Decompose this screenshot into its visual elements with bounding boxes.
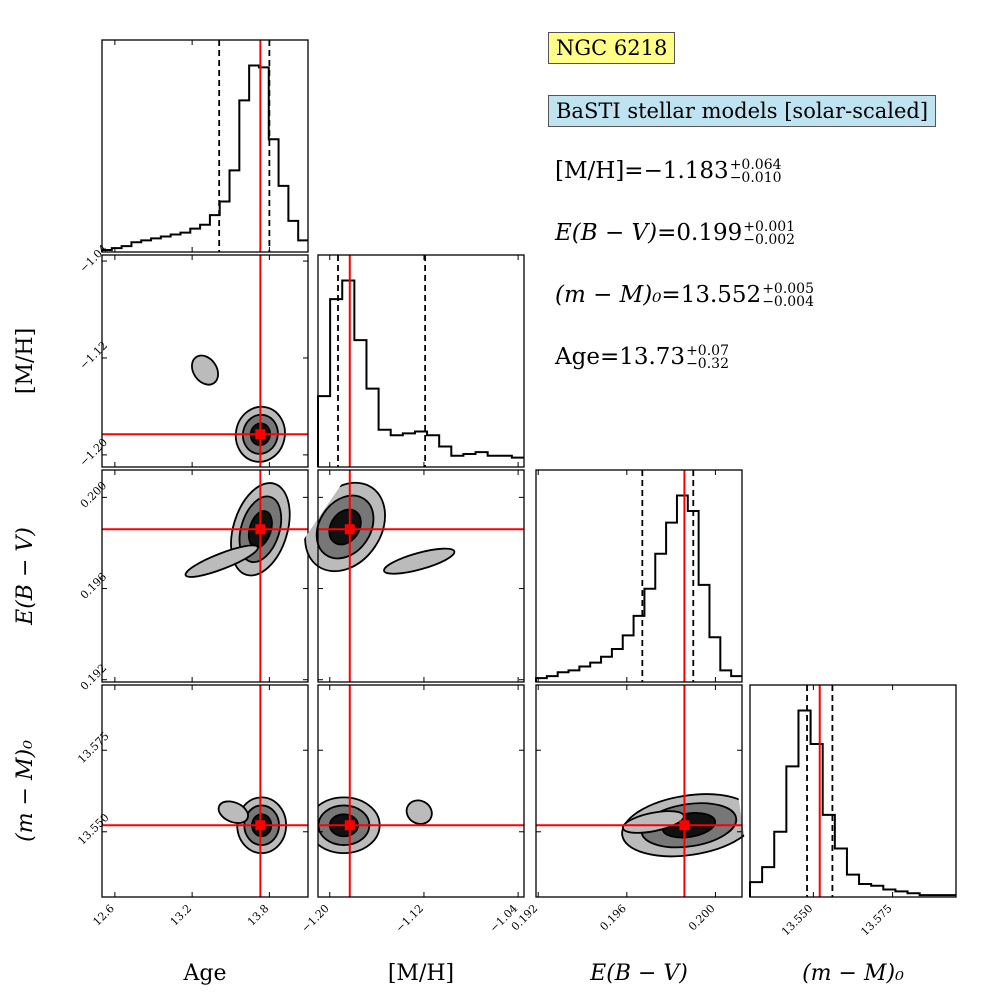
histogram-line bbox=[317, 279, 524, 467]
panel-frame bbox=[101, 254, 309, 468]
x-tick-label: −1.20 bbox=[299, 902, 332, 935]
stat-value: 13.73 bbox=[619, 344, 686, 370]
panel-frame bbox=[317, 469, 525, 683]
stat-name: (m − M)₀= bbox=[555, 282, 681, 308]
best-fit-marker bbox=[255, 429, 266, 440]
stat-metallicity: [M/H]=−1.183 +0.064 −0.010 bbox=[555, 158, 782, 185]
x-tick-label: 0.200 bbox=[686, 902, 717, 933]
stat-value: 0.199 bbox=[676, 220, 743, 246]
histogram-line bbox=[101, 64, 308, 252]
stat-name: Age= bbox=[555, 344, 620, 370]
contour-level bbox=[405, 799, 433, 825]
panel-frame bbox=[317, 254, 525, 468]
y-tick-label: −1.20 bbox=[77, 436, 110, 469]
stat-value: 13.552 bbox=[680, 282, 762, 308]
stat-age: Age=13.73 +0.07 −0.32 bbox=[555, 344, 729, 371]
x-tick-label: 13.575 bbox=[858, 902, 894, 938]
best-fit-marker bbox=[344, 524, 355, 535]
y-tick-label: 0.192 bbox=[78, 662, 109, 693]
stat-minus: −0.002 bbox=[743, 232, 796, 248]
stat-minus: −0.004 bbox=[762, 294, 814, 310]
panel-frame bbox=[535, 469, 743, 683]
stat-minus: −0.010 bbox=[729, 170, 782, 186]
best-fit-marker bbox=[679, 820, 690, 831]
y-axis-label: E(B − V) bbox=[13, 527, 38, 626]
histogram-line bbox=[749, 709, 956, 897]
x-axis-label: [M/H] bbox=[388, 961, 454, 986]
y-axis-label: [M/H] bbox=[13, 328, 38, 394]
stat-minus: −0.32 bbox=[686, 356, 729, 372]
contour-level bbox=[383, 547, 456, 575]
best-fit-marker bbox=[255, 820, 266, 831]
panel-frame bbox=[317, 684, 525, 898]
y-tick-label: 13.575 bbox=[75, 730, 111, 766]
x-axis-label: E(B − V) bbox=[589, 961, 688, 986]
stat-plus: +0.07 bbox=[686, 343, 729, 359]
panel-frame bbox=[749, 684, 957, 898]
stat-value: −1.183 bbox=[643, 158, 729, 184]
contour-level bbox=[184, 544, 259, 578]
stat-name: [M/H]= bbox=[555, 158, 644, 184]
x-tick-label: −1.12 bbox=[393, 902, 426, 935]
panel-frame bbox=[101, 684, 309, 898]
x-tick-label: 13.2 bbox=[168, 902, 195, 929]
stat-reddening: E(B − V)=0.199 +0.001 −0.002 bbox=[555, 220, 795, 247]
stat-plus: +0.005 bbox=[762, 281, 814, 297]
panel-frame bbox=[101, 469, 309, 683]
histogram-line bbox=[535, 494, 742, 682]
best-fit-marker bbox=[344, 820, 355, 831]
model-name-label: BaSTI stellar models [solar-scaled] bbox=[548, 95, 937, 127]
panel-frame bbox=[101, 39, 309, 253]
y-tick-label: 0.196 bbox=[78, 570, 109, 601]
stat-plus: +0.064 bbox=[729, 157, 782, 173]
best-fit-marker bbox=[255, 524, 266, 535]
x-tick-label: 12.6 bbox=[90, 902, 117, 929]
y-tick-label: 0.200 bbox=[78, 479, 109, 510]
x-tick-label: 0.196 bbox=[597, 902, 628, 933]
contour-level bbox=[217, 800, 249, 824]
x-tick-label: 13.550 bbox=[779, 902, 815, 938]
contour-level bbox=[191, 354, 219, 386]
panel-frame bbox=[535, 684, 743, 898]
stat-plus: +0.001 bbox=[743, 219, 796, 235]
stat-name: E(B − V)= bbox=[555, 220, 677, 246]
y-tick-label: −1.04 bbox=[77, 242, 110, 275]
x-axis-label: (m − M)₀ bbox=[802, 961, 904, 986]
y-tick-label: −1.12 bbox=[77, 339, 110, 372]
x-tick-label: 13.8 bbox=[245, 902, 272, 929]
y-tick-label: 13.550 bbox=[75, 811, 111, 847]
x-axis-label: Age bbox=[183, 961, 227, 986]
y-axis-label: (m − M)₀ bbox=[13, 740, 38, 842]
cluster-name-label: NGC 6218 bbox=[548, 32, 676, 64]
stat-distance-modulus: (m − M)₀=13.552 +0.005 −0.004 bbox=[555, 282, 814, 309]
